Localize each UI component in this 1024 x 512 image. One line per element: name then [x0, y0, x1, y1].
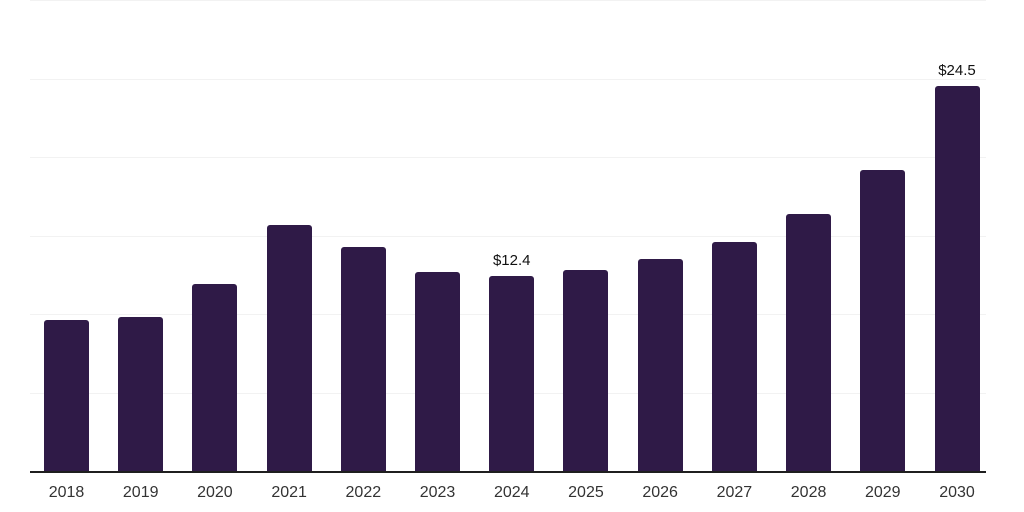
x-tick-2026: 2026	[642, 484, 678, 501]
bar-2026[interactable]	[637, 259, 683, 471]
bar-2029[interactable]	[860, 169, 906, 471]
plot-area: $12.4 $24.5	[30, 0, 986, 473]
bar-2028[interactable]	[786, 213, 832, 471]
x-tick-2022: 2022	[345, 484, 382, 501]
gridline-25	[30, 78, 986, 80]
x-tick-2024: 2024	[493, 484, 530, 501]
x-tick-2025: 2025	[568, 484, 604, 501]
bar-2019[interactable]	[118, 317, 164, 471]
x-tick-2021: 2021	[271, 484, 307, 501]
x-tick-2023: 2023	[419, 484, 456, 501]
bar-2030[interactable]	[934, 86, 980, 471]
bar-2021[interactable]	[266, 224, 312, 471]
gridline-20	[30, 157, 986, 158]
gridline-30	[30, 0, 986, 1]
x-tick-2028: 2028	[790, 484, 827, 501]
x-tick-2027: 2027	[716, 484, 753, 501]
bar-2020[interactable]	[192, 284, 238, 471]
bar-2024[interactable]	[489, 276, 535, 471]
bar-2022[interactable]	[340, 246, 386, 471]
x-tick-2018: 2018	[48, 484, 85, 501]
bar-2027[interactable]	[711, 241, 757, 471]
x-tick-2020: 2020	[197, 484, 233, 501]
x-tick-2030: 2030	[939, 484, 975, 501]
x-tick-2029: 2029	[864, 484, 901, 501]
bar-2023[interactable]	[415, 271, 461, 471]
bar-2025[interactable]	[563, 270, 609, 471]
bar-2018[interactable]	[44, 320, 89, 471]
x-axis-line	[30, 471, 986, 473]
x-tick-2019: 2019	[122, 484, 159, 501]
gridline-15	[30, 235, 986, 237]
data-label-2024: $12.4	[492, 252, 531, 270]
data-label-2030: $24.5	[938, 62, 976, 80]
